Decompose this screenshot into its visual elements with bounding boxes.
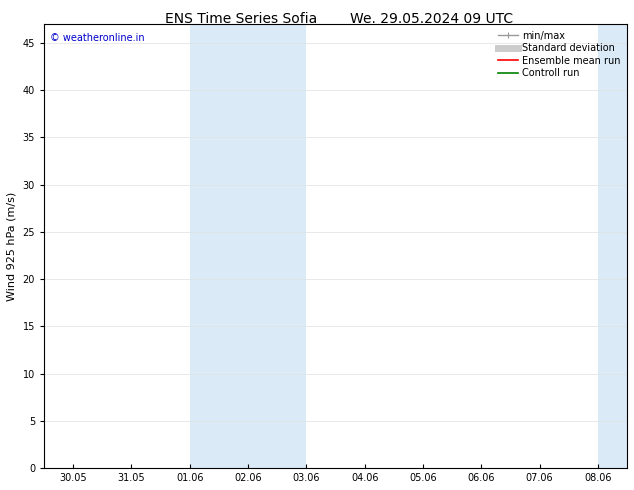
Text: ENS Time Series Sofia: ENS Time Series Sofia: [165, 12, 317, 26]
Bar: [190, 24, 306, 468]
Y-axis label: Wind 925 hPa (m/s): Wind 925 hPa (m/s): [7, 192, 17, 301]
Legend: min/max, Standard deviation, Ensemble mean run, Controll run: min/max, Standard deviation, Ensemble me…: [496, 29, 622, 80]
Bar: [598, 24, 634, 468]
Text: © weatheronline.in: © weatheronline.in: [50, 33, 145, 43]
Text: We. 29.05.2024 09 UTC: We. 29.05.2024 09 UTC: [349, 12, 513, 26]
